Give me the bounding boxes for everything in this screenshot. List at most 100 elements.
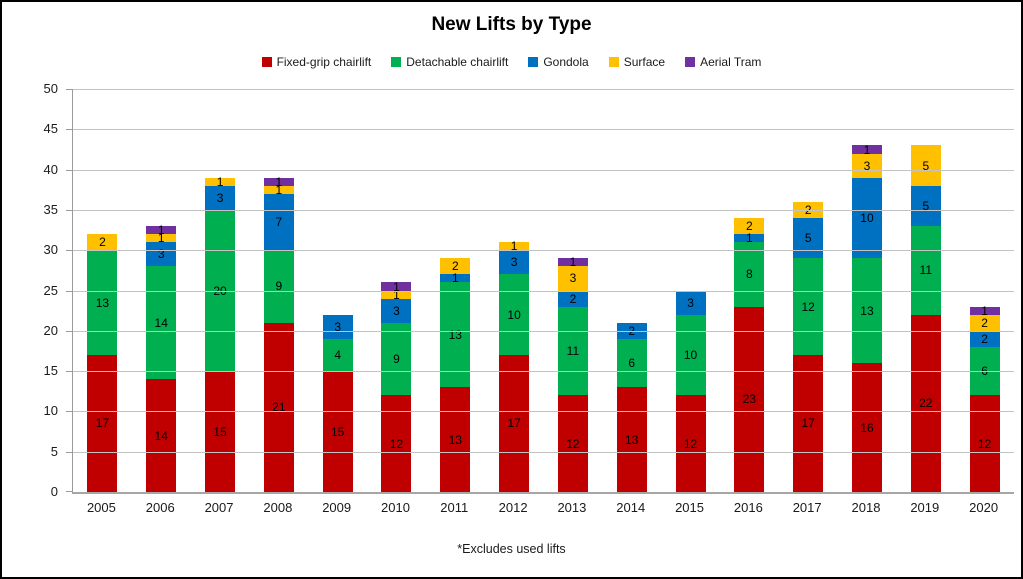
- legend-item: Fixed-grip chairlift: [261, 55, 371, 69]
- y-tick-label: 35: [43, 201, 58, 217]
- legend-swatch-icon: [261, 57, 272, 67]
- bar-segment: 1: [146, 232, 177, 244]
- legend-swatch-icon: [685, 57, 696, 67]
- bar-segment: 2: [440, 258, 471, 275]
- y-axis-tick: [66, 290, 73, 292]
- y-tick-label: 25: [43, 282, 58, 298]
- x-tick-label: 2006: [145, 500, 175, 515]
- y-axis-tick: [66, 250, 73, 252]
- x-tick-label: 2016: [733, 500, 763, 515]
- stacked-bar-2013: 1 3 2 11 12: [557, 256, 588, 492]
- bar-segment: 1: [734, 232, 765, 244]
- bars-container: 2 13 17 1 1 3 14 14 1 3 20 15 1 1 7 9 21 3 4 15 1 1 3 9 12 2 1 13 13…: [73, 89, 1014, 492]
- y-tick-label: 10: [43, 403, 58, 419]
- bar-segment: 1: [146, 224, 177, 236]
- x-axis-labels: 2005 2006 2007 2008 2009 2010 2011 2012 2013 2014…: [72, 500, 1013, 515]
- bar-slot: 1 3 10 17: [485, 89, 544, 492]
- plot-area: 2 13 17 1 1 3 14 14 1 3 20 15 1 1 7 9 21 3 4 15 1 1 3 9 12 2 1 13 13…: [66, 89, 1014, 494]
- legend-label: Detachable chairlift: [406, 55, 509, 69]
- bar-segment: 14: [146, 266, 177, 380]
- y-tick-label: 20: [43, 322, 58, 338]
- bar-segment: 3: [675, 290, 706, 315]
- bar-segment: 11: [557, 306, 588, 396]
- bar-segment: 3: [851, 153, 882, 178]
- bar-segment: 2: [969, 330, 1000, 347]
- bar-segment: 3: [557, 266, 588, 291]
- y-axis-tick: [66, 129, 73, 131]
- stacked-bar-2017: 251217: [793, 201, 824, 492]
- bar-segment: 15: [205, 371, 236, 492]
- bar-slot: 1 3 2 11 12: [544, 89, 603, 492]
- stacked-bar-2010: 1 1 3 9 12: [381, 280, 412, 492]
- y-axis-tick: [66, 371, 73, 373]
- y-tick-label: 5: [50, 443, 58, 459]
- bar-slot: 1 1 3 9 12: [367, 89, 426, 492]
- x-tick-label: 2019: [910, 500, 940, 515]
- stacked-bar-2011: 2 1 13 13: [440, 258, 471, 492]
- gridline: [73, 371, 1014, 373]
- bar-segment: 10: [499, 274, 530, 355]
- gridline: [73, 250, 1014, 252]
- bar-segment: 5: [910, 185, 941, 227]
- stacked-bar-2015: 3 10 12: [675, 290, 706, 492]
- bar-segment: 1: [381, 280, 412, 293]
- stacked-bar-2018: 1 3 10 13 16: [851, 143, 882, 492]
- y-axis-tick: [66, 89, 73, 90]
- y-axis-tick: [66, 491, 73, 492]
- bar-segment: 12: [675, 395, 706, 492]
- x-tick-label: 2007: [204, 500, 234, 515]
- gridline: [73, 209, 1014, 211]
- bar-segment: 2: [734, 218, 765, 235]
- y-tick-label: 40: [43, 161, 58, 177]
- bar-segment: 3: [205, 185, 236, 210]
- legend-label: Gondola: [543, 55, 589, 69]
- bar-segment: 23: [734, 306, 765, 492]
- bar-segment: 10: [851, 177, 882, 259]
- stacked-bar-2009: 3 4 15: [322, 314, 353, 492]
- y-axis-labels: 0 5 10 15 20 25 30 35 40 45 50: [2, 81, 64, 499]
- stacked-bar-2020: 122612: [969, 305, 1000, 492]
- stacked-bar-2005: 2 13 17: [87, 234, 118, 492]
- gridline: [73, 451, 1014, 453]
- x-tick-label: 2011: [440, 500, 469, 515]
- y-tick-label: 45: [43, 121, 58, 137]
- stacked-bar-2008: 1 1 7 9 21: [263, 176, 294, 492]
- bar-segment: 1: [205, 176, 236, 188]
- gridline: [73, 129, 1014, 131]
- bar-segment: 4: [322, 338, 353, 372]
- stacked-bar-2007: 1 3 20 15: [205, 176, 236, 492]
- legend-swatch-icon: [608, 57, 619, 67]
- bar-segment: 1: [969, 305, 1000, 317]
- y-axis-tick: [66, 330, 73, 332]
- bar-segment: 17: [499, 354, 530, 492]
- bar-slot: 2 1 13 13: [426, 89, 485, 492]
- bar-segment: 5: [793, 217, 824, 259]
- bar-segment: 14: [146, 379, 177, 492]
- legend-item: Surface: [608, 55, 666, 69]
- bar-segment: 21: [263, 322, 294, 492]
- bar-segment: 17: [87, 354, 118, 492]
- y-tick-label: 50: [43, 81, 58, 96]
- gridline: [73, 330, 1014, 332]
- x-tick-label: 2018: [851, 500, 881, 515]
- bar-slot: 2 1 8 23: [720, 89, 779, 492]
- x-tick-label: 2020: [969, 500, 999, 515]
- legend-label: Surface: [623, 55, 666, 69]
- bar-segment: 2: [87, 234, 118, 251]
- stacked-bar-2019: 5 5 11 22: [910, 145, 941, 492]
- x-tick-label: 2012: [498, 500, 528, 515]
- bar-slot: 1 1 3 14 14: [132, 89, 191, 492]
- bar-slot: 5 5 11 22: [896, 89, 955, 492]
- bar-segment: 1: [263, 184, 294, 196]
- legend-label: Aerial Tram: [700, 55, 762, 69]
- bar-segment: 3: [381, 298, 412, 323]
- bar-segment: 12: [381, 395, 412, 492]
- bar-segment: 2: [557, 290, 588, 307]
- bar-segment: 15: [322, 371, 353, 492]
- bar-segment: 13: [87, 250, 118, 355]
- y-tick-label: 0: [50, 484, 58, 499]
- y-axis-tick: [66, 209, 73, 211]
- stacked-bar-2006: 1 1 3 14 14: [146, 224, 177, 492]
- bar-segment: 22: [910, 314, 941, 492]
